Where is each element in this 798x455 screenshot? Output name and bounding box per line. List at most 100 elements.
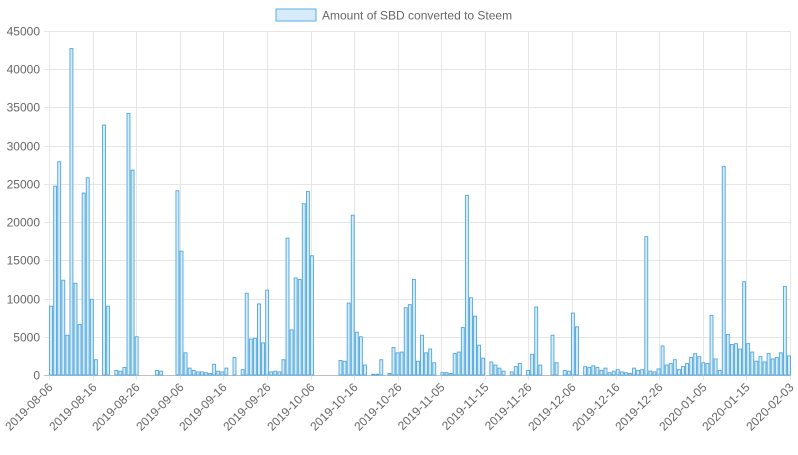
bar[interactable] (562, 369, 567, 376)
bar[interactable] (191, 369, 196, 376)
bar[interactable] (89, 298, 94, 376)
bar[interactable] (501, 370, 506, 376)
bar[interactable] (705, 363, 710, 376)
bar[interactable] (126, 113, 131, 376)
bar[interactable] (301, 203, 306, 376)
bar[interactable] (481, 357, 486, 376)
bar[interactable] (159, 370, 164, 376)
bar[interactable] (342, 360, 347, 376)
bar[interactable] (591, 365, 596, 376)
bar[interactable] (766, 353, 771, 376)
bar[interactable] (240, 369, 245, 376)
bar[interactable] (448, 373, 453, 376)
bar[interactable] (305, 191, 310, 376)
bar[interactable] (387, 373, 392, 376)
bar[interactable] (566, 370, 571, 376)
bar[interactable] (648, 370, 653, 376)
bar[interactable] (444, 372, 449, 376)
bar[interactable] (232, 356, 237, 376)
bar[interactable] (69, 48, 74, 376)
bar[interactable] (57, 161, 62, 376)
bar[interactable] (787, 355, 791, 376)
bar[interactable] (354, 331, 359, 376)
bar[interactable] (473, 315, 477, 376)
bar[interactable] (81, 192, 86, 376)
bar[interactable] (623, 372, 628, 376)
bar[interactable] (689, 356, 694, 376)
bar[interactable] (701, 362, 706, 376)
bar[interactable] (310, 255, 314, 376)
bar[interactable] (73, 282, 78, 376)
bar[interactable] (489, 361, 494, 376)
bar[interactable] (77, 324, 82, 376)
bar[interactable] (179, 250, 184, 376)
bar[interactable] (216, 370, 221, 376)
bar[interactable] (758, 356, 763, 376)
bar[interactable] (717, 369, 722, 376)
bar[interactable] (526, 369, 530, 376)
bar[interactable] (664, 364, 669, 376)
bar[interactable] (517, 363, 522, 376)
bar[interactable] (49, 305, 53, 376)
bar[interactable] (762, 361, 767, 376)
bar[interactable] (464, 194, 469, 376)
bar[interactable] (534, 306, 539, 376)
bar[interactable] (297, 278, 302, 376)
bar[interactable] (338, 360, 343, 376)
bar[interactable] (130, 169, 135, 376)
bar[interactable] (742, 281, 747, 376)
bar[interactable] (554, 362, 559, 376)
bar[interactable] (575, 326, 579, 376)
bar[interactable] (595, 366, 600, 376)
bar[interactable] (774, 356, 779, 376)
bar[interactable] (778, 352, 783, 376)
bar[interactable] (607, 372, 612, 376)
bar[interactable] (379, 359, 384, 376)
bar[interactable] (611, 370, 616, 376)
bar[interactable] (782, 285, 787, 376)
bar[interactable] (224, 367, 229, 376)
bar[interactable] (477, 344, 482, 376)
bar[interactable] (709, 314, 714, 376)
bar[interactable] (538, 364, 543, 376)
bar[interactable] (273, 370, 278, 376)
bar[interactable] (530, 353, 535, 376)
bar[interactable] (212, 363, 217, 376)
bar[interactable] (269, 371, 274, 376)
bar[interactable] (550, 334, 555, 376)
bar[interactable] (102, 124, 106, 376)
bar[interactable] (199, 371, 204, 376)
bar[interactable] (725, 334, 730, 376)
bar[interactable] (289, 329, 294, 376)
bar[interactable] (346, 302, 351, 376)
bar[interactable] (195, 371, 200, 376)
bar[interactable] (729, 343, 734, 376)
bar[interactable] (134, 336, 139, 376)
bar[interactable] (93, 359, 98, 376)
bar[interactable] (469, 297, 473, 376)
bar[interactable] (713, 358, 718, 376)
bar[interactable] (676, 369, 681, 376)
bar[interactable] (693, 353, 698, 376)
bar[interactable] (656, 368, 661, 376)
bar[interactable] (428, 348, 433, 376)
bar[interactable] (420, 334, 424, 376)
bar[interactable] (599, 369, 604, 376)
bar[interactable] (668, 363, 673, 376)
bar[interactable] (363, 364, 367, 376)
bar[interactable] (285, 237, 290, 376)
bar[interactable] (644, 236, 649, 376)
bar[interactable] (509, 371, 514, 376)
bar[interactable] (615, 369, 620, 376)
bar[interactable] (220, 371, 225, 376)
bar[interactable] (85, 177, 90, 376)
bar[interactable] (407, 304, 412, 376)
bar[interactable] (261, 342, 265, 376)
bar[interactable] (628, 373, 632, 376)
bar[interactable] (440, 372, 445, 376)
bar[interactable] (265, 289, 270, 376)
bar[interactable] (118, 370, 123, 376)
bar[interactable] (697, 356, 702, 376)
bar[interactable] (672, 359, 677, 376)
legend[interactable]: Amount of SBD converted to Steem (275, 8, 512, 23)
